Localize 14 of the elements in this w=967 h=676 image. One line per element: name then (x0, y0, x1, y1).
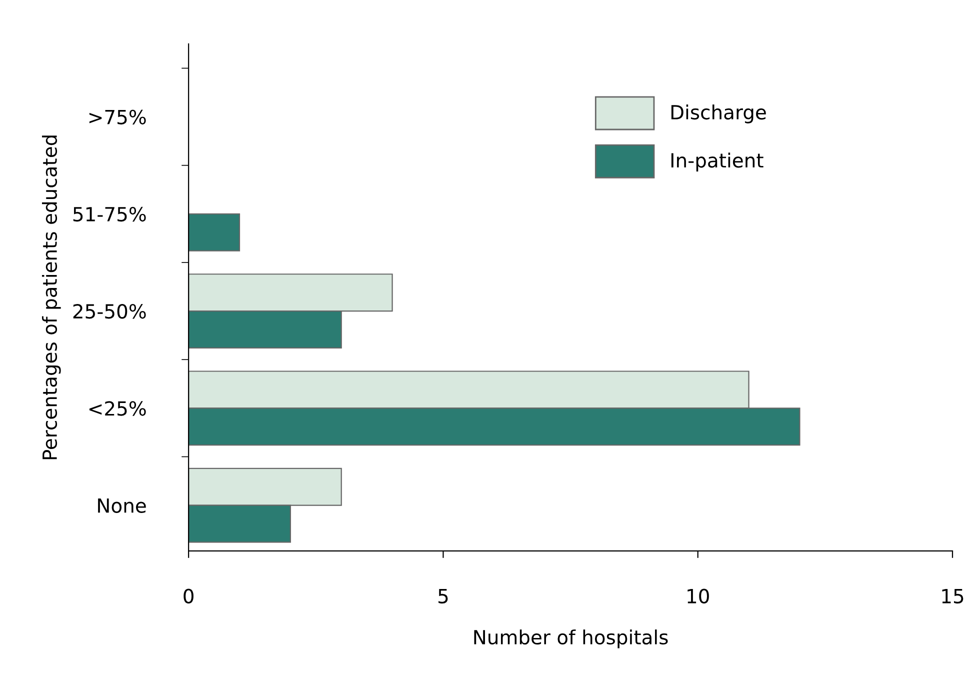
x-tick-label: 15 (942, 589, 964, 604)
y-tick-label: None (98, 498, 146, 513)
bar (188, 213, 240, 252)
y-tick-label: 51-75% (73, 206, 146, 222)
x-tick-label: 0 (184, 588, 194, 604)
y-axis-title: Percentages of patients educated (42, 136, 61, 460)
y-tick-label: >75% (89, 110, 146, 124)
x-tick-label: 5 (438, 589, 448, 604)
legend-label: Discharge (671, 104, 766, 124)
y-tick-label: 25-50% (73, 304, 146, 319)
x-axis-title: Number of hospitals (474, 629, 668, 648)
legend-label: In-patient (671, 152, 764, 172)
x-tick-label: 10 (688, 588, 709, 604)
y-tick-label: <25% (89, 401, 146, 416)
